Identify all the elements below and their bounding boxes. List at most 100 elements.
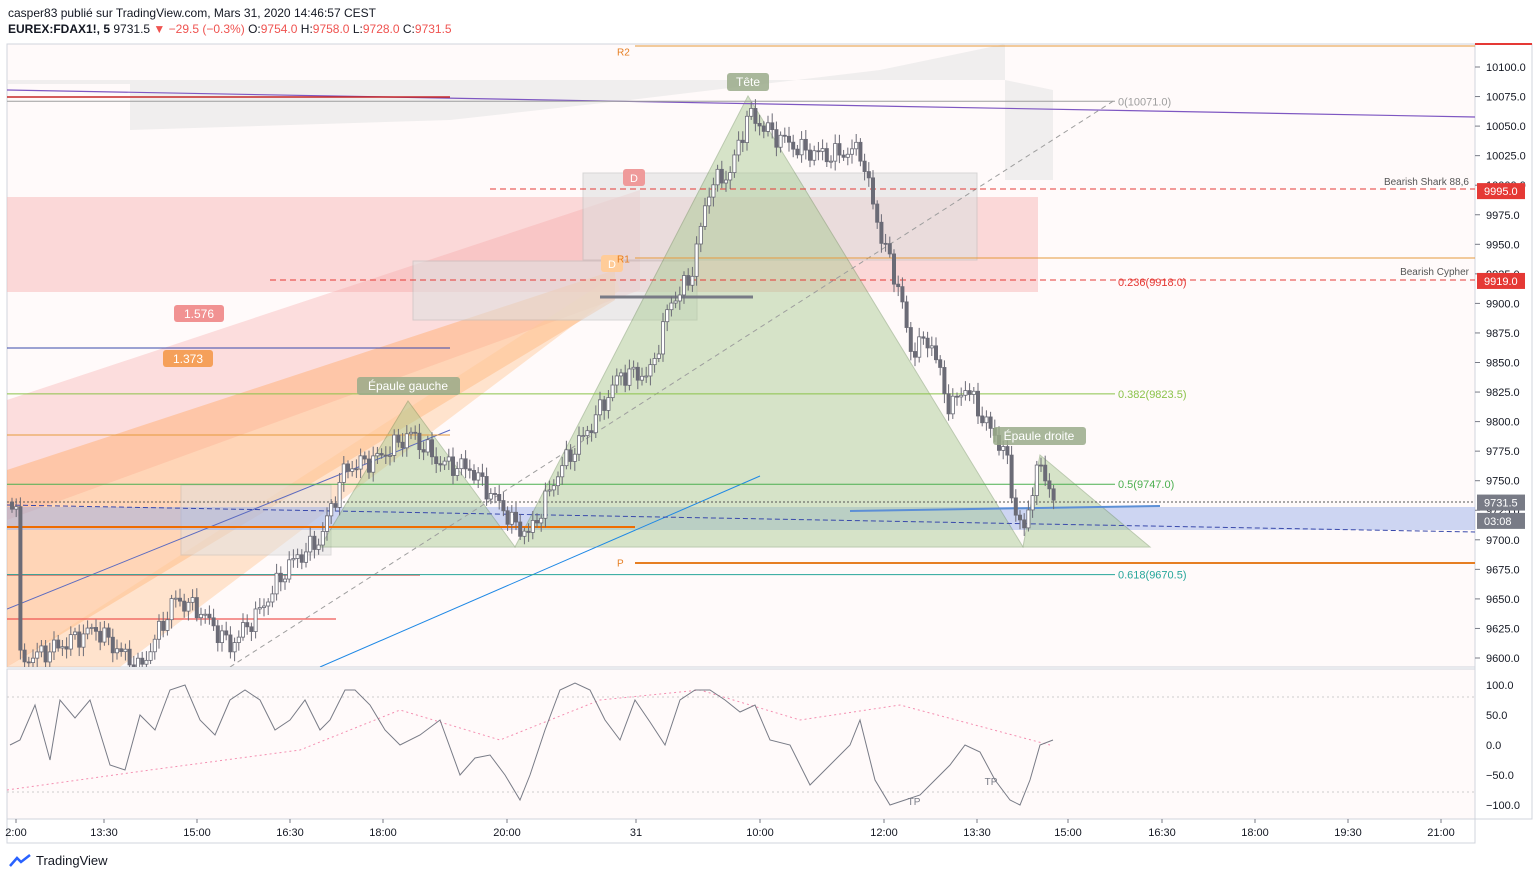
candle-body xyxy=(971,390,976,395)
candle-body xyxy=(560,465,565,478)
y-tick-label: 10075.0 xyxy=(1486,92,1526,104)
candle-body xyxy=(282,578,287,583)
y-tick-label: 9625.0 xyxy=(1486,623,1520,635)
candle xyxy=(757,114,762,136)
candle-body xyxy=(81,633,86,648)
x-tick-label: 16:30 xyxy=(276,827,304,839)
candle-body xyxy=(635,366,640,381)
candle-body xyxy=(375,453,380,457)
candle xyxy=(707,187,712,214)
candle-body xyxy=(619,372,624,377)
candle xyxy=(904,295,909,333)
ohlc-line: EUREX:FDAX1!, 5 9731.5 ▼ −29.5 (−0.3%) O… xyxy=(8,21,452,37)
candle-body xyxy=(261,605,266,608)
candle-body xyxy=(824,148,829,163)
candle-body xyxy=(152,638,157,653)
candle xyxy=(383,446,388,465)
candle-body xyxy=(333,503,338,508)
candle-body xyxy=(778,134,783,148)
candle xyxy=(606,389,611,419)
candle xyxy=(1043,455,1048,486)
candle xyxy=(459,453,464,476)
x-tick-label: 19:30 xyxy=(1334,827,1362,839)
candle-body xyxy=(383,454,388,457)
candle xyxy=(446,448,451,470)
candle xyxy=(1051,484,1056,510)
candle-body xyxy=(1005,446,1010,456)
candle-body xyxy=(85,627,90,635)
candle xyxy=(942,360,947,404)
tp-marker-2: TP xyxy=(985,777,998,788)
candle-body xyxy=(614,375,619,386)
candle xyxy=(934,337,939,364)
candle-body xyxy=(509,511,514,525)
candle xyxy=(518,514,523,540)
low-label: L: xyxy=(352,22,363,36)
candle xyxy=(917,327,922,363)
candle-body xyxy=(593,414,598,434)
candle xyxy=(400,433,405,457)
candle xyxy=(425,435,430,456)
footer[interactable]: TradingView xyxy=(8,853,108,868)
candle xyxy=(375,446,380,464)
label-bearish-cypher: Bearish Cypher xyxy=(1400,267,1470,278)
candle-body xyxy=(728,172,733,181)
candle xyxy=(350,460,355,477)
candle xyxy=(60,639,65,656)
candle xyxy=(135,652,140,667)
candle xyxy=(30,649,35,667)
candle-body xyxy=(94,627,99,632)
pivot-label: P xyxy=(617,558,624,569)
candle-body xyxy=(715,168,720,186)
candle xyxy=(299,549,304,570)
candle xyxy=(455,461,460,481)
candle-body xyxy=(648,364,653,377)
candle-body xyxy=(215,625,220,644)
candle-body xyxy=(299,554,304,563)
candle xyxy=(219,624,224,652)
candle xyxy=(686,268,691,291)
candle-body xyxy=(329,503,334,517)
candle-body xyxy=(556,476,561,487)
candle xyxy=(652,352,657,373)
candle xyxy=(732,149,737,178)
candle-body xyxy=(803,138,808,151)
candle-body xyxy=(52,639,57,653)
candle xyxy=(211,608,216,631)
candle-body xyxy=(404,433,409,449)
candle-body xyxy=(324,515,329,532)
candle xyxy=(753,99,758,132)
y-tick-label: 9750.0 xyxy=(1486,476,1520,488)
candle xyxy=(488,488,493,505)
candle xyxy=(14,498,19,518)
candle-body xyxy=(929,345,934,349)
candle xyxy=(47,642,52,667)
candle xyxy=(123,643,128,661)
candle xyxy=(127,640,132,667)
candle-body xyxy=(312,535,317,550)
candle xyxy=(413,425,418,440)
osc-tick-label: 0.0 xyxy=(1486,740,1501,752)
candle xyxy=(824,142,829,167)
x-tick-label: 13:30 xyxy=(90,827,118,839)
candle xyxy=(585,425,590,445)
candle-body xyxy=(934,345,939,361)
candle xyxy=(270,585,275,608)
price-axis[interactable] xyxy=(1474,43,1533,820)
candle xyxy=(530,510,535,540)
candle-body xyxy=(257,607,262,610)
candle xyxy=(627,359,632,391)
candle-body xyxy=(89,627,94,629)
time-axis[interactable] xyxy=(6,818,1476,844)
candle-body xyxy=(967,390,972,395)
candle-body xyxy=(690,275,695,286)
candle xyxy=(925,331,930,358)
candle xyxy=(492,486,497,504)
candle-body xyxy=(522,530,527,537)
candle-body xyxy=(782,134,787,137)
brand-name: TradingView xyxy=(36,853,108,868)
oscillator-pane[interactable] xyxy=(6,668,1476,820)
candle xyxy=(719,160,724,189)
candle xyxy=(198,607,203,626)
